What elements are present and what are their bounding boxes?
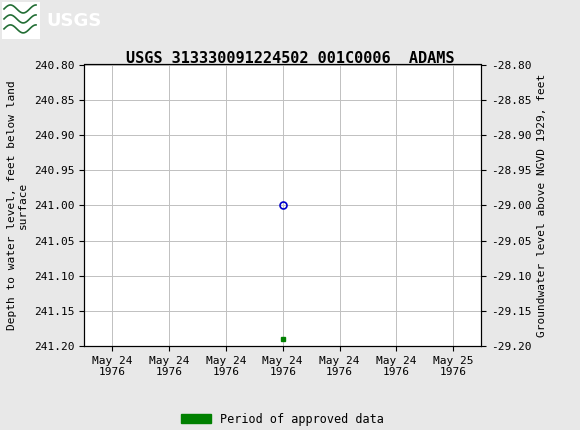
Bar [2, 2, 40, 39]
Legend: Period of approved data: Period of approved data [177, 408, 389, 430]
Y-axis label: Depth to water level, feet below land
surface: Depth to water level, feet below land su… [7, 80, 28, 330]
Y-axis label: Groundwater level above NGVD 1929, feet: Groundwater level above NGVD 1929, feet [537, 74, 547, 337]
Text: USGS 313330091224502 001C0006  ADAMS: USGS 313330091224502 001C0006 ADAMS [126, 51, 454, 65]
Text: USGS: USGS [46, 12, 102, 30]
